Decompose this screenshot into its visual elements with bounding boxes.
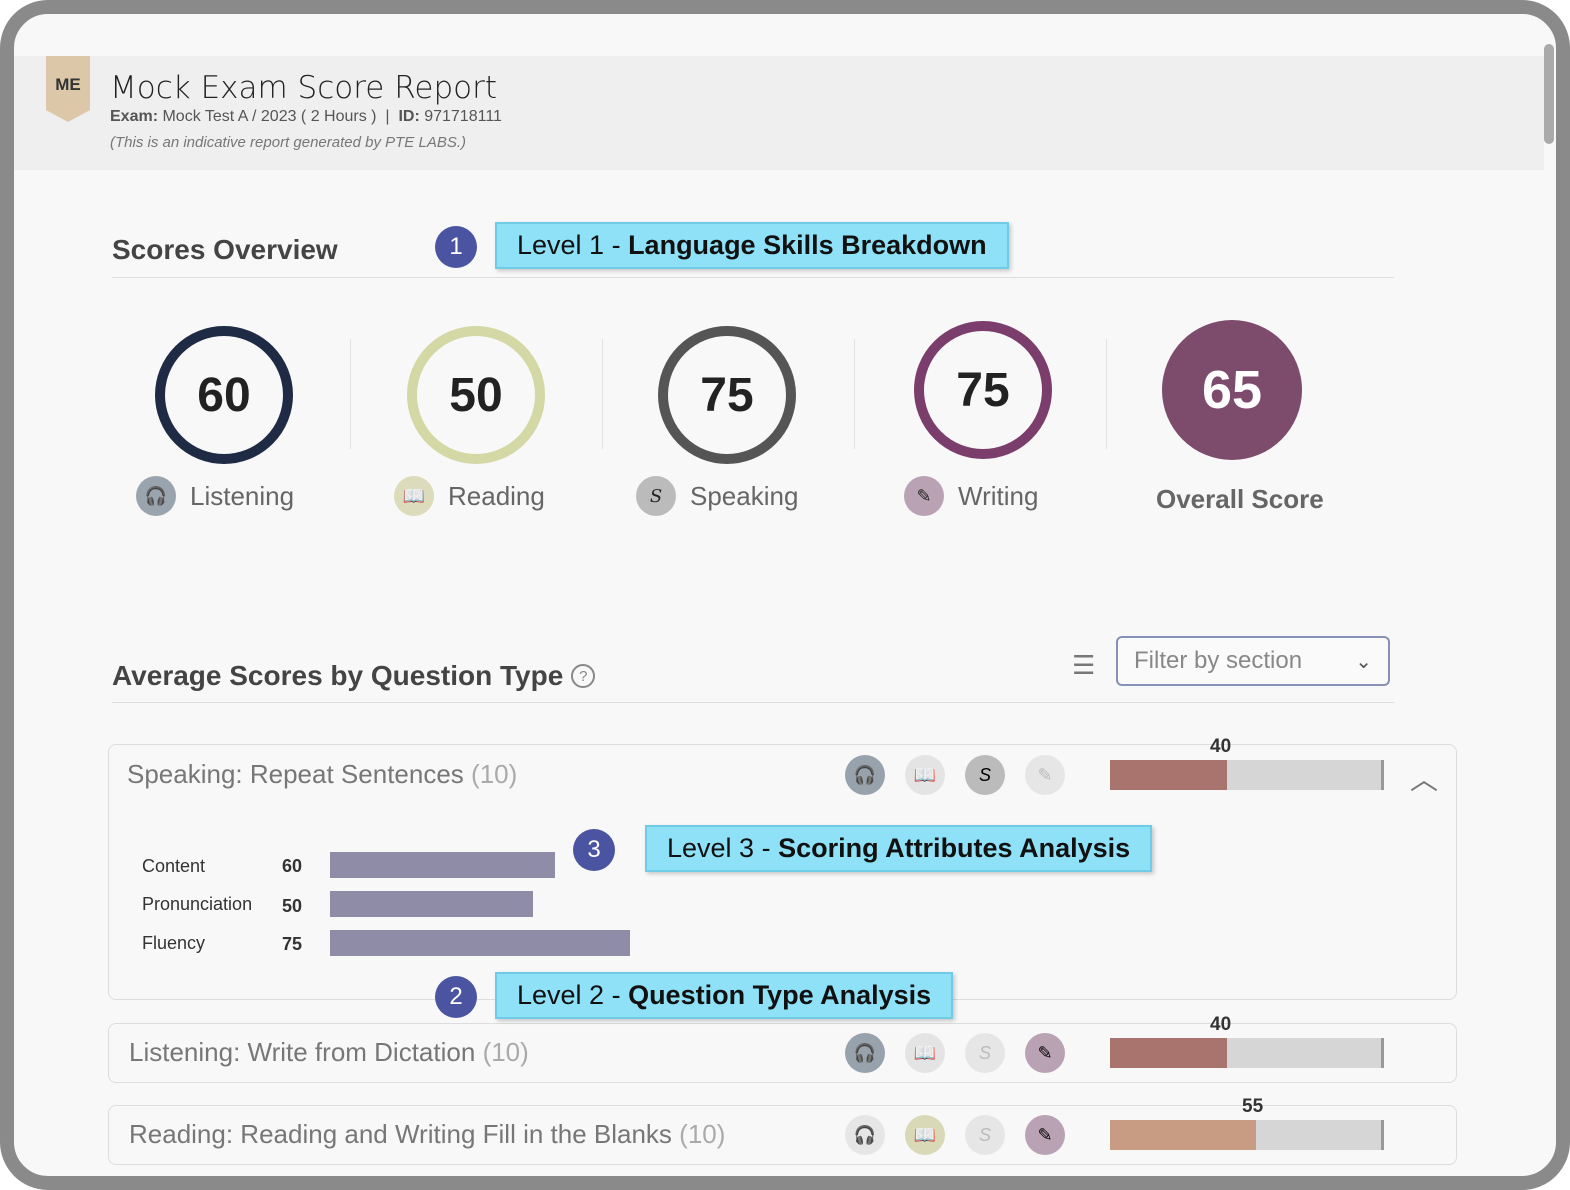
exam-info: Exam: Mock Test A / 2023 ( 2 Hours ) | I… <box>110 108 502 126</box>
scores-overview-title: Scores Overview <box>112 234 338 265</box>
speaking-icon: S <box>965 755 1005 795</box>
filter-placeholder: Filter by section <box>1134 647 1303 674</box>
skill-name: Listening <box>190 480 295 511</box>
writing-icon: ✎ <box>1025 1033 1065 1073</box>
divider <box>602 339 603 449</box>
speaking-score-ring: 75 <box>658 326 796 464</box>
callout-title: Scoring Attributes Analysis <box>778 833 1131 863</box>
attribute-bar <box>330 852 555 878</box>
reading-score-ring: 50 <box>407 326 545 464</box>
question-type-label: Speaking: Repeat Sentences <box>127 759 464 789</box>
divider <box>350 339 351 449</box>
callout-level-3: Level 3 - Scoring Attributes Analysis <box>645 825 1153 872</box>
headphones-icon: 🎧 <box>845 755 885 795</box>
book-icon: 📖 <box>905 755 945 795</box>
writing-label: ✎ Writing <box>904 476 1038 516</box>
callout-prefix: Level 3 - <box>667 833 779 863</box>
attribute-name: Content <box>142 856 206 876</box>
question-count: (10) <box>482 1037 529 1067</box>
book-icon: 📖 <box>905 1033 945 1073</box>
score-bar <box>1110 760 1384 790</box>
chevron-down-icon: ⌄ <box>1355 650 1372 673</box>
id-label: ID: <box>398 108 420 125</box>
attribute-value: 60 <box>282 856 303 876</box>
report-header <box>14 56 1544 170</box>
report-note: (This is an indicative report generated … <box>110 134 467 151</box>
filter-by-section-select[interactable]: Filter by section ⌄ <box>1116 636 1390 686</box>
help-icon[interactable]: ? <box>571 664 596 688</box>
score-value: 40 <box>1210 736 1232 757</box>
collapse-chevron-icon[interactable]: ︿ <box>1410 764 1439 795</box>
exam-label: Exam: <box>110 108 159 125</box>
callout-prefix: Level 2 - <box>517 980 629 1010</box>
callout-number: 1 <box>435 226 477 268</box>
speaking-icon: S <box>965 1115 1005 1155</box>
headphones-icon: 🎧 <box>845 1033 885 1073</box>
score-bar-fill <box>1110 760 1227 790</box>
speaking-icon: S <box>965 1033 1005 1073</box>
callout-level-1: Level 1 - Language Skills Breakdown <box>495 222 1009 269</box>
book-icon: 📖 <box>394 476 434 516</box>
writing-icon: ✎ <box>1025 755 1065 795</box>
exam-badge: ME <box>46 56 90 122</box>
attribute-name: Pronunciation <box>142 894 253 914</box>
question-type-title[interactable]: Reading: Reading and Writing Fill in the… <box>129 1119 725 1150</box>
speaking-label: S Speaking <box>636 476 798 516</box>
reading-label: 📖 Reading <box>394 476 545 516</box>
question-count: (10) <box>679 1119 726 1149</box>
attribute-name: Fluency <box>142 933 206 953</box>
writing-icon: ✎ <box>1025 1115 1065 1155</box>
score-value: 55 <box>1242 1096 1264 1117</box>
section-icons: 🎧 📖 S ✎ <box>845 755 1065 795</box>
divider <box>112 277 1394 278</box>
score-bar-fill <box>1110 1038 1227 1068</box>
callout-number: 3 <box>573 829 615 871</box>
question-type-label: Listening: Write from Dictation <box>129 1037 476 1067</box>
headphones-icon: 🎧 <box>136 476 176 516</box>
question-type-title[interactable]: Listening: Write from Dictation (10) <box>129 1037 529 1068</box>
overall-score-label: Overall Score <box>1156 484 1324 514</box>
callout-title: Language Skills Breakdown <box>628 230 987 260</box>
section-title: Average Scores by Question Type <box>112 660 564 691</box>
avg-scores-title: Average Scores by Question Type? <box>112 660 596 692</box>
listening-label: 🎧 Listening <box>136 476 294 516</box>
skill-name: Writing <box>958 480 1039 511</box>
skill-name: Speaking <box>690 480 799 511</box>
callout-title: Question Type Analysis <box>628 980 932 1010</box>
section-icons: 🎧 📖 S ✎ <box>845 1033 1065 1073</box>
attribute-value: 50 <box>282 896 303 916</box>
writing-icon: ✎ <box>904 476 944 516</box>
divider <box>1106 339 1107 449</box>
callout-level-2: Level 2 - Question Type Analysis <box>495 972 954 1019</box>
divider <box>112 702 1394 703</box>
attribute-value: 75 <box>282 934 303 954</box>
score-value: 40 <box>1210 1014 1232 1035</box>
score-bar <box>1110 1038 1384 1068</box>
score-bar-fill <box>1110 1120 1257 1150</box>
book-icon: 📖 <box>905 1115 945 1155</box>
question-count: (10) <box>471 759 518 789</box>
id-value: 971718111 <box>419 108 502 125</box>
question-type-title[interactable]: Speaking: Repeat Sentences (10) <box>127 759 517 790</box>
skill-name: Reading <box>448 480 545 511</box>
speaking-icon: S <box>636 476 676 516</box>
writing-score-ring: 75 <box>914 321 1052 459</box>
page-title: Mock Exam Score Report <box>110 70 497 106</box>
attribute-bar <box>330 930 630 956</box>
callout-number: 2 <box>435 976 477 1018</box>
question-type-label: Reading: Reading and Writing Fill in the… <box>129 1119 672 1149</box>
callout-prefix: Level 1 - <box>517 230 629 260</box>
section-icons: 🎧 📖 S ✎ <box>845 1115 1065 1155</box>
attribute-bar <box>330 891 533 917</box>
overall-score-circle: 65 <box>1162 320 1302 460</box>
score-bar <box>1110 1120 1384 1150</box>
headphones-icon: 🎧 <box>845 1115 885 1155</box>
divider <box>854 339 855 449</box>
exam-value: Mock Test A / 2023 ( 2 Hours ) | <box>158 108 399 125</box>
filter-icon[interactable]: ☰ <box>1072 650 1096 680</box>
scrollbar[interactable] <box>1544 44 1554 144</box>
listening-score-ring: 60 <box>155 326 293 464</box>
